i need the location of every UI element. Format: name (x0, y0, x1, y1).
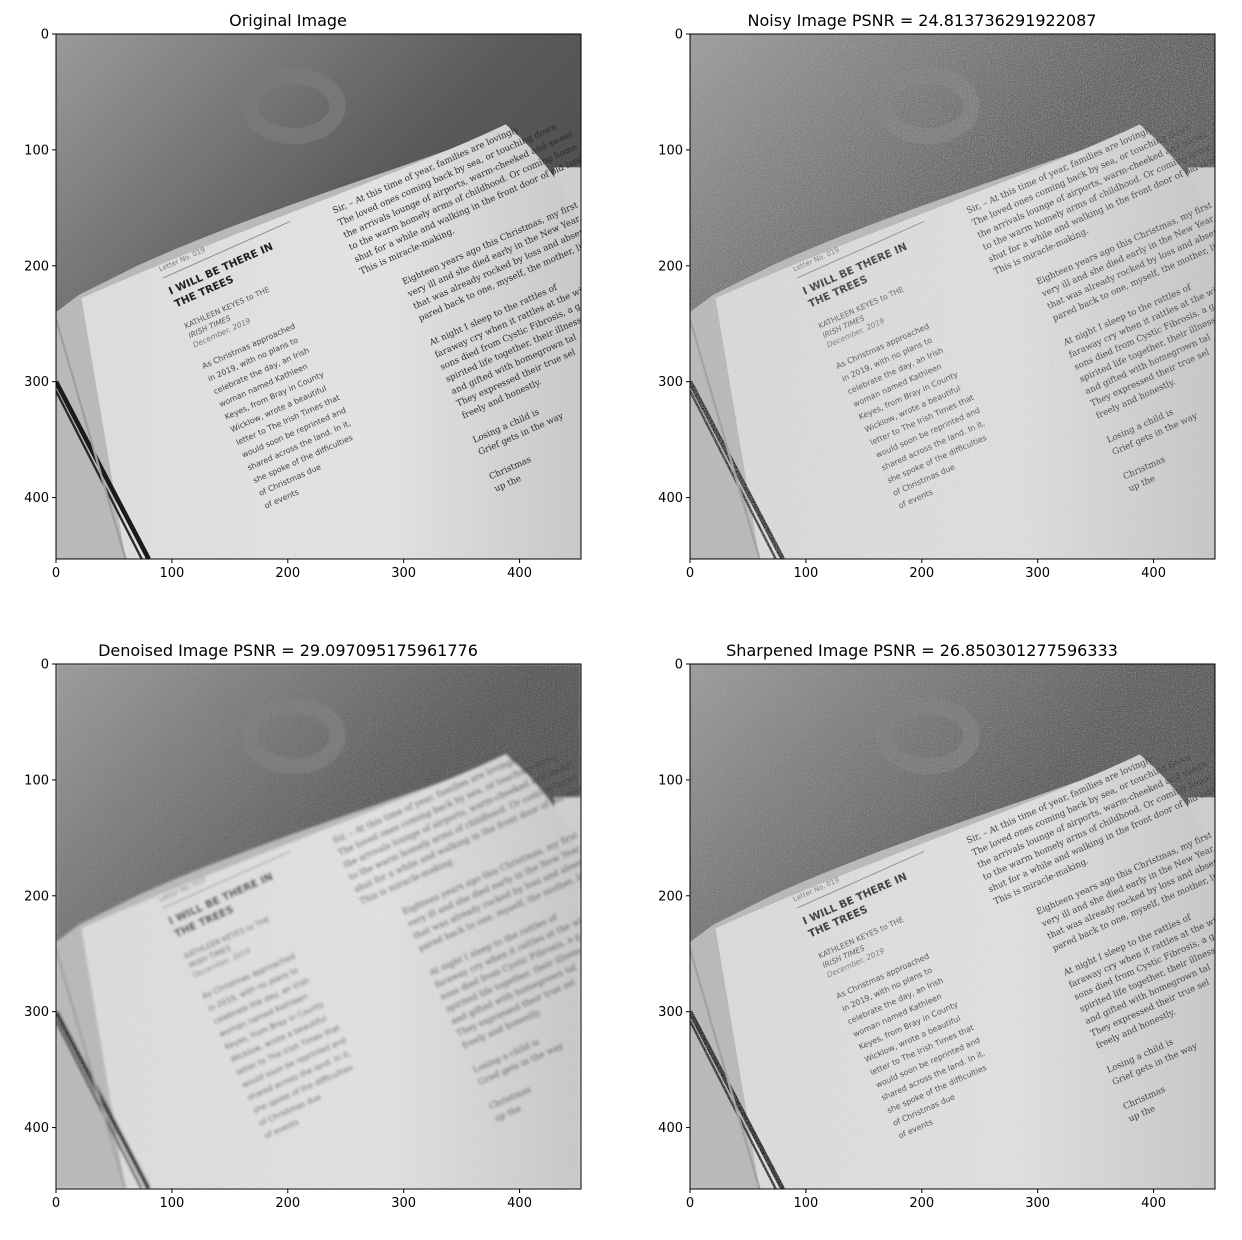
x-tick-label: 100 (159, 1196, 184, 1211)
y-tick-label: 300 (24, 1005, 49, 1020)
panel-denoised: Denoised Image PSNR = 29.097095175961776… (8, 640, 582, 1240)
x-tick-label: 200 (275, 1196, 300, 1211)
y-tick-label: 400 (658, 1121, 683, 1136)
x-tick-label: 400 (507, 1196, 532, 1211)
x-tick-label: 400 (1141, 566, 1166, 581)
panel-title: Original Image (229, 11, 347, 30)
x-tick-label: 0 (52, 1196, 60, 1211)
y-tick-label: 0 (675, 28, 683, 43)
x-tick-label: 300 (391, 1196, 416, 1211)
y-tick-label: 200 (658, 259, 683, 274)
y-tick-label: 300 (658, 1005, 683, 1020)
image-axes: 0 0 100 100 200 200 300 300 400 400 (658, 658, 1222, 1211)
y-tick-label: 300 (24, 375, 49, 390)
panel-title: Noisy Image PSNR = 24.813736291922087 (747, 11, 1097, 30)
x-tick-label: 0 (52, 566, 60, 581)
axes-frame (55, 663, 582, 1190)
image-axes: 0 0 100 100 200 200 300 300 400 400 (658, 28, 1222, 581)
y-tick-label: 100 (24, 773, 49, 788)
y-tick-label: 0 (675, 658, 683, 673)
y-tick-label: 0 (41, 28, 49, 43)
axes-frame (55, 33, 582, 560)
x-tick-label: 0 (686, 1196, 694, 1211)
y-tick-label: 400 (24, 491, 49, 506)
y-tick-label: 400 (24, 1121, 49, 1136)
book-photo (690, 34, 1222, 559)
book-photo (56, 34, 588, 559)
y-tick-label: 200 (658, 889, 683, 904)
y-tick-label: 100 (658, 773, 683, 788)
axes-frame (689, 663, 1216, 1190)
y-tick-label: 100 (658, 143, 683, 158)
y-tick-label: 300 (658, 375, 683, 390)
x-tick-label: 100 (793, 1196, 818, 1211)
x-tick-label: 200 (275, 566, 300, 581)
y-tick-label: 0 (41, 658, 49, 673)
y-tick-label: 200 (24, 259, 49, 274)
panel-noisy: Noisy Image PSNR = 24.813736291922087 0 0… (642, 10, 1216, 610)
panel-title: Denoised Image PSNR = 29.097095175961776 (98, 641, 478, 660)
image-axes: 0 0 100 100 200 200 300 300 400 400 (24, 658, 588, 1211)
x-tick-label: 100 (793, 566, 818, 581)
x-tick-label: 300 (1025, 1196, 1050, 1211)
image-axes: 0 0 100 100 200 200 300 300 400 400 (24, 28, 588, 581)
x-tick-label: 200 (909, 566, 934, 581)
panel-title: Sharpened Image PSNR = 26.85030127759633… (726, 641, 1118, 660)
panel-original: Original Image 0 0 100 100 200 200 300 300 400 40… (8, 10, 582, 610)
x-tick-label: 400 (1141, 1196, 1166, 1211)
book-photo (690, 664, 1222, 1189)
axes-frame (689, 33, 1216, 560)
x-tick-label: 300 (1025, 566, 1050, 581)
x-tick-label: 400 (507, 566, 532, 581)
y-tick-label: 100 (24, 143, 49, 158)
x-tick-label: 300 (391, 566, 416, 581)
x-tick-label: 0 (686, 566, 694, 581)
x-tick-label: 200 (909, 1196, 934, 1211)
panel-sharpened: Sharpened Image PSNR = 26.85030127759633… (642, 640, 1216, 1240)
y-tick-label: 400 (658, 491, 683, 506)
x-tick-label: 100 (159, 566, 184, 581)
y-tick-label: 200 (24, 889, 49, 904)
book-photo (56, 664, 588, 1189)
